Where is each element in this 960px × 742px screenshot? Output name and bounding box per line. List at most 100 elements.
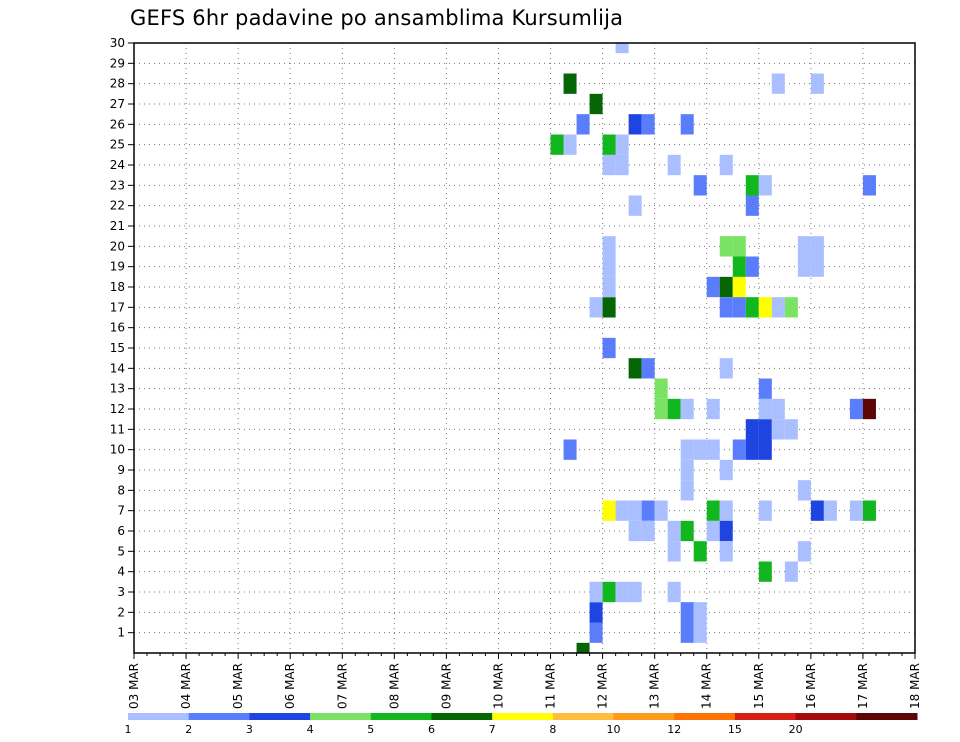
heatmap-cell — [641, 114, 655, 135]
y-tick-label: 11 — [110, 422, 125, 436]
colorbar-segment — [795, 713, 857, 720]
heatmap-cell — [745, 195, 759, 216]
heatmap-cell — [693, 602, 707, 623]
heatmap-cell — [719, 236, 733, 257]
colorbar-segment — [856, 713, 918, 720]
x-tick-label: 08 MAR — [387, 663, 401, 709]
heatmap-cell — [667, 398, 681, 420]
heatmap-cell — [771, 297, 785, 318]
colorbar-label: 2 — [185, 723, 192, 736]
heatmap-cell — [719, 541, 733, 562]
heatmap-cell — [719, 358, 733, 379]
x-tick-label: 12 MAR — [596, 663, 610, 709]
heatmap-cell — [654, 398, 668, 420]
heatmap-cell — [810, 236, 824, 257]
colorbar-segment — [188, 713, 250, 720]
heatmap-cell — [602, 134, 616, 155]
heatmap-cell — [615, 154, 629, 176]
heatmap-cell — [797, 480, 811, 501]
y-tick-label: 30 — [110, 36, 125, 50]
heatmap-cell — [589, 93, 603, 115]
heatmap-cell — [745, 297, 759, 318]
heatmap-cell — [758, 398, 772, 420]
y-tick-label: 6 — [117, 524, 125, 538]
colorbar-segment — [249, 713, 311, 720]
heatmap-cell — [719, 500, 733, 521]
heatmap-cell — [758, 439, 772, 460]
y-tick-label: 4 — [117, 565, 125, 579]
heatmap-cell — [706, 398, 720, 420]
heatmap-cell — [745, 256, 759, 277]
heatmap-cell — [615, 500, 629, 521]
heatmap-cell — [758, 561, 772, 582]
colorbar-label: 20 — [789, 723, 803, 736]
heatmap-cell — [849, 398, 863, 420]
y-tick-label: 18 — [110, 280, 125, 294]
heatmap-cell — [563, 134, 577, 155]
heatmap-cell — [810, 256, 824, 277]
y-tick-label: 7 — [117, 504, 125, 518]
heatmap-cell — [732, 256, 746, 277]
y-tick-label: 25 — [110, 138, 125, 152]
heatmap-cell — [758, 175, 772, 196]
heatmap-cell — [719, 520, 733, 542]
y-tick-label: 12 — [110, 402, 125, 416]
x-tick-label: 16 MAR — [804, 663, 818, 709]
heatmap-cell — [693, 622, 707, 643]
heatmap-cell — [602, 154, 616, 176]
x-axis-ticks: 03 MAR 04 MAR 05 MAR 06 MAR 07 MAR 08 MAR 09 M… — [127, 653, 922, 709]
heatmap-cell — [706, 500, 720, 521]
heatmap-cell — [602, 236, 616, 257]
heatmap-cell — [602, 581, 616, 603]
heatmap-cell — [576, 642, 590, 653]
heatmap-cell — [758, 297, 772, 318]
x-tick-label: 06 MAR — [283, 663, 297, 709]
heatmap-cell — [706, 520, 720, 542]
y-tick-label: 15 — [110, 341, 125, 355]
colorbar-segment — [552, 713, 615, 720]
heatmap-cell — [849, 500, 863, 521]
y-tick-label: 27 — [110, 97, 125, 111]
heatmap-cell — [797, 236, 811, 257]
heatmap-cell — [745, 175, 759, 196]
heatmap-cell — [563, 439, 577, 460]
x-tick-label: 09 MAR — [439, 663, 453, 709]
heatmap-cell — [602, 500, 616, 521]
heatmap-cell — [771, 73, 785, 94]
colorbar-label: 5 — [367, 723, 374, 736]
heatmap-cell — [641, 358, 655, 379]
heatmap-cell — [628, 520, 642, 542]
colorbar-label: 4 — [307, 723, 314, 736]
colorbar-label: 6 — [428, 723, 435, 736]
colorbar-label: 8 — [549, 723, 556, 736]
y-tick-label: 14 — [110, 361, 125, 375]
heatmap-cell — [615, 134, 629, 155]
colorbar-label: 10 — [607, 723, 621, 736]
colorbar-segment — [431, 713, 493, 720]
y-tick-label: 22 — [110, 199, 125, 213]
heatmap-cell — [732, 439, 746, 460]
heatmap-cell — [693, 541, 707, 562]
x-tick-label: 17 MAR — [856, 663, 870, 709]
y-tick-label: 17 — [110, 300, 125, 314]
y-tick-label: 26 — [110, 117, 125, 131]
heatmap-cell — [693, 175, 707, 196]
colorbar-label: 1 — [125, 723, 132, 736]
heatmap-cell — [732, 236, 746, 257]
heatmap-cell — [810, 73, 824, 94]
x-tick-label: 10 MAR — [491, 663, 505, 709]
heatmap-cell — [719, 297, 733, 318]
heatmap-cell — [797, 256, 811, 277]
y-tick-label: 1 — [117, 626, 125, 640]
heatmap-cell — [745, 439, 759, 460]
colorbar-segment — [734, 713, 797, 720]
y-tick-label: 24 — [110, 158, 125, 172]
heatmap-cell — [784, 419, 798, 440]
heatmap-cell — [784, 561, 798, 582]
heatmap-cell — [680, 459, 694, 481]
x-tick-label: 18 MAR — [908, 663, 922, 709]
heatmap-cell — [719, 276, 733, 298]
heatmap-cell — [745, 419, 759, 440]
heatmap-cell — [732, 276, 746, 298]
